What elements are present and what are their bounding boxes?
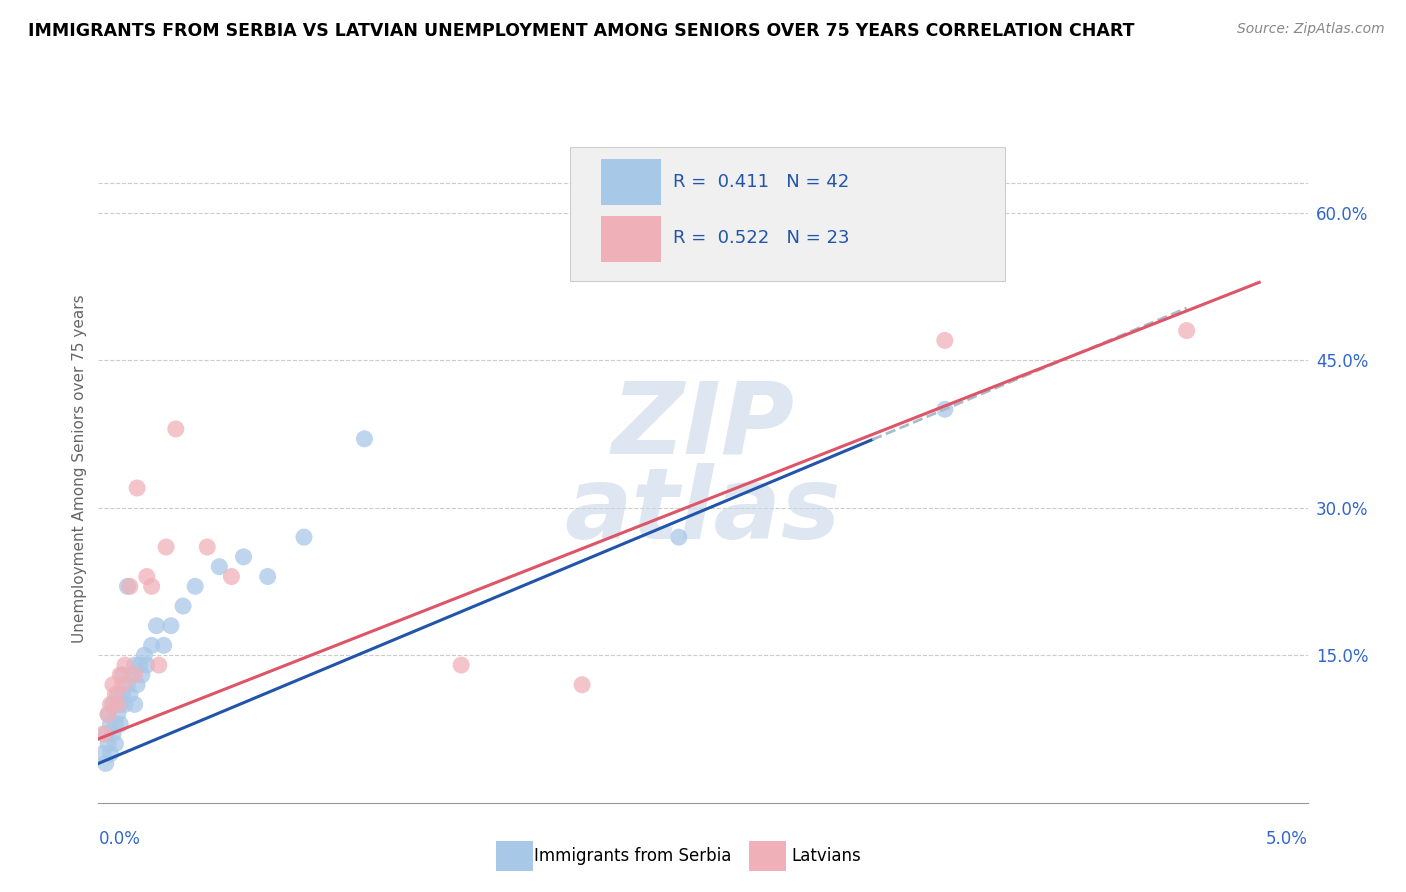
Point xyxy=(111,668,134,682)
Point xyxy=(101,727,124,741)
Point xyxy=(117,678,139,692)
Point xyxy=(450,658,472,673)
Point xyxy=(135,569,157,583)
Point xyxy=(155,540,177,554)
Point xyxy=(118,579,141,593)
Point xyxy=(108,698,131,712)
Point xyxy=(135,658,157,673)
Point xyxy=(124,698,146,712)
Point xyxy=(165,422,187,436)
Point xyxy=(94,756,117,771)
Point xyxy=(148,658,170,673)
Point xyxy=(141,579,163,593)
Point xyxy=(114,658,136,673)
Point xyxy=(97,707,120,722)
Point xyxy=(127,481,149,495)
Point xyxy=(128,658,150,673)
Point xyxy=(221,569,243,583)
Point xyxy=(101,698,124,712)
FancyBboxPatch shape xyxy=(602,216,661,262)
Point xyxy=(111,688,134,702)
Point xyxy=(121,668,143,682)
Point xyxy=(131,668,153,682)
Point xyxy=(104,688,127,702)
Text: Immigrants from Serbia: Immigrants from Serbia xyxy=(534,847,731,865)
Text: R =  0.522   N = 23: R = 0.522 N = 23 xyxy=(672,229,849,247)
Point xyxy=(353,432,375,446)
Point xyxy=(184,579,207,593)
Point xyxy=(134,648,156,663)
FancyBboxPatch shape xyxy=(569,147,1005,281)
Point xyxy=(934,402,956,417)
Point xyxy=(91,747,114,761)
Point xyxy=(100,717,122,731)
Y-axis label: Unemployment Among Seniors over 75 years: Unemployment Among Seniors over 75 years xyxy=(72,294,87,642)
Point xyxy=(195,540,218,554)
Text: Source: ZipAtlas.com: Source: ZipAtlas.com xyxy=(1237,22,1385,37)
Point xyxy=(208,559,231,574)
Point xyxy=(111,678,134,692)
Point xyxy=(145,618,167,632)
Point xyxy=(1175,324,1198,338)
Point xyxy=(141,639,163,653)
Point xyxy=(668,530,690,544)
Point xyxy=(117,579,139,593)
Point xyxy=(114,698,136,712)
Point xyxy=(104,717,127,731)
Point xyxy=(97,737,120,751)
Text: R =  0.411   N = 42: R = 0.411 N = 42 xyxy=(672,173,849,191)
Point xyxy=(97,707,120,722)
FancyBboxPatch shape xyxy=(602,160,661,205)
Point xyxy=(160,618,183,632)
Point xyxy=(107,698,129,712)
Point xyxy=(100,698,122,712)
Text: Latvians: Latvians xyxy=(792,847,862,865)
Point xyxy=(108,717,131,731)
Point xyxy=(91,727,114,741)
Point xyxy=(100,747,122,761)
Point xyxy=(127,678,149,692)
Point xyxy=(256,569,278,583)
Point xyxy=(107,688,129,702)
Point xyxy=(104,737,127,751)
Point xyxy=(108,668,131,682)
Text: 5.0%: 5.0% xyxy=(1265,830,1308,847)
Point xyxy=(292,530,315,544)
Point xyxy=(107,707,129,722)
Point xyxy=(172,599,194,613)
Text: 0.0%: 0.0% xyxy=(98,830,141,847)
Point xyxy=(152,639,174,653)
Point xyxy=(232,549,254,564)
Point xyxy=(124,658,146,673)
Point xyxy=(934,334,956,348)
Point xyxy=(571,678,593,692)
Point xyxy=(124,668,146,682)
Text: IMMIGRANTS FROM SERBIA VS LATVIAN UNEMPLOYMENT AMONG SENIORS OVER 75 YEARS CORRE: IMMIGRANTS FROM SERBIA VS LATVIAN UNEMPL… xyxy=(28,22,1135,40)
Point xyxy=(118,688,141,702)
Text: ZIP
atlas: ZIP atlas xyxy=(565,377,841,559)
Point xyxy=(101,678,124,692)
Point xyxy=(94,727,117,741)
